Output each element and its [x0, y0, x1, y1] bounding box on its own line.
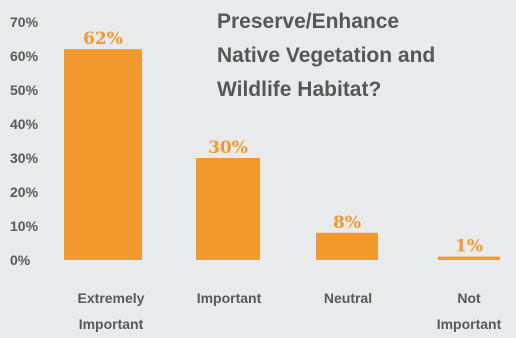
- bar-4: [438, 256, 500, 260]
- data-label-2: 30%: [208, 138, 248, 158]
- chart-title-line-2: Native Vegetation and: [217, 44, 435, 67]
- bars: [64, 49, 500, 261]
- data-label-1: 62%: [83, 29, 123, 49]
- y-tick-label: 30%: [10, 150, 39, 166]
- bar-3: [316, 232, 378, 260]
- y-axis: 0% 10% 20% 30% 40% 50% 60% 70%: [10, 14, 39, 268]
- chart-title: Preserve/Enhance Native Vegetation and Wil…: [217, 10, 435, 101]
- x-category-label: Extremely: [78, 290, 145, 306]
- x-category-label: Important: [197, 290, 262, 306]
- y-tick-label: 20%: [10, 184, 39, 200]
- x-category-label: Not: [457, 290, 481, 306]
- data-label-3: 8%: [333, 213, 361, 233]
- bar-2: [196, 158, 260, 260]
- chart-title-line-1: Preserve/Enhance: [217, 10, 399, 33]
- x-category-label: Neutral: [324, 290, 372, 306]
- y-tick-label: 10%: [10, 218, 39, 234]
- data-label-4: 1%: [455, 237, 483, 257]
- data-labels: 62% 30% 8% 1%: [83, 29, 483, 256]
- y-tick-label: 50%: [10, 82, 39, 98]
- y-tick-label: 0%: [10, 252, 31, 268]
- bar-1: [64, 49, 142, 261]
- y-tick-label: 40%: [10, 116, 39, 132]
- y-tick-label: 60%: [10, 48, 39, 64]
- x-axis: Extremely Important Important Neutral Not Imp…: [78, 290, 502, 332]
- chart-title-line-3: Wildlife Habitat?: [217, 78, 381, 101]
- y-tick-label: 70%: [10, 14, 39, 30]
- x-category-label: Important: [79, 316, 144, 332]
- x-category-label: Important: [437, 316, 502, 332]
